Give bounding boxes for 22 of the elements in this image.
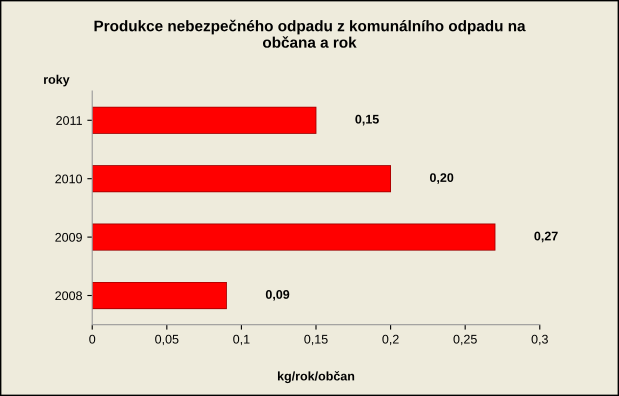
data-label: 0,27 bbox=[534, 232, 558, 242]
y-axis-title: roky bbox=[44, 74, 70, 86]
chart-title: Produkce nebezpečného odpadu z komunálního odpadu na občana a rok bbox=[94, 20, 526, 48]
y-tick-label: 2008 bbox=[55, 291, 82, 300]
data-label: 0,09 bbox=[266, 290, 290, 301]
x-tick-label: 0 bbox=[89, 334, 96, 344]
x-tick-label: 0,25 bbox=[454, 334, 477, 346]
x-tick-label: 0,3 bbox=[532, 334, 548, 346]
bar bbox=[92, 224, 496, 251]
x-axis-title: kg/rok/občan bbox=[278, 371, 354, 384]
bar bbox=[92, 106, 316, 134]
y-tick-label: 2011 bbox=[56, 116, 82, 125]
bar bbox=[92, 282, 227, 310]
bar bbox=[92, 165, 392, 192]
x-tick-label: 0,2 bbox=[382, 334, 399, 346]
x-tick-label: 0,1 bbox=[233, 334, 250, 346]
data-label: 0,15 bbox=[355, 114, 379, 126]
x-tick-label: 0,15 bbox=[304, 334, 328, 346]
x-tick-label: 0,05 bbox=[155, 334, 178, 346]
data-label: 0,20 bbox=[430, 173, 454, 184]
y-tick-label: 2009 bbox=[55, 232, 82, 242]
y-tick-label: 2010 bbox=[55, 174, 82, 184]
